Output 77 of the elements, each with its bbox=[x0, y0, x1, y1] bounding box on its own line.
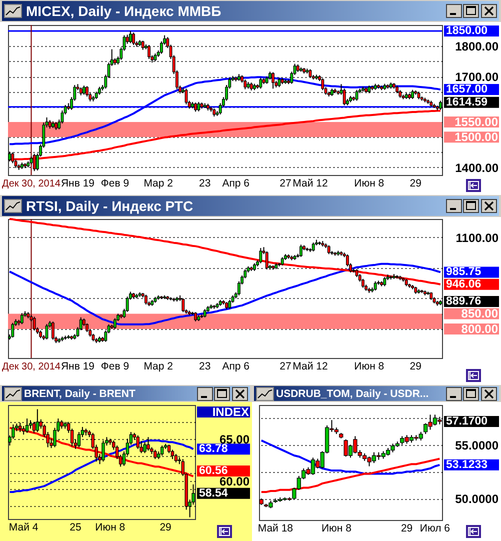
candlestick bbox=[259, 77, 262, 90]
x-tick-label: 23 bbox=[199, 178, 211, 190]
y-tick-label: 800.00 bbox=[461, 322, 498, 336]
candlestick bbox=[299, 244, 302, 258]
text: 58.54 bbox=[199, 487, 228, 500]
candlestick bbox=[148, 44, 151, 60]
data-label: 1657.00 bbox=[446, 84, 488, 96]
x-tick-label: Июл 6 bbox=[420, 522, 450, 534]
x-tick-label: Июн 8 bbox=[321, 522, 352, 534]
text: 889.76 bbox=[446, 296, 482, 308]
x-tick-label: Июн 8 bbox=[354, 178, 384, 190]
line-series bbox=[8, 218, 442, 286]
y-tick-label: 1800.00 bbox=[455, 40, 499, 54]
x-tick-label: 27 bbox=[280, 360, 292, 372]
x-tick-label: Дек 30, 2014 bbox=[2, 178, 61, 190]
x-tick-label: Май 12 bbox=[292, 178, 328, 190]
candlestick bbox=[25, 418, 29, 434]
data-label: 63.78 bbox=[199, 443, 228, 456]
y-tick-label: 55.0000 bbox=[455, 438, 499, 452]
candlestick bbox=[144, 294, 148, 306]
candlestick bbox=[259, 248, 262, 264]
data-label: 985.75 bbox=[446, 266, 482, 278]
candlestick bbox=[383, 276, 386, 287]
x-tick-label: Май 4 bbox=[8, 522, 38, 534]
x-tick-label: Фев 9 bbox=[100, 178, 130, 190]
data-label: 946.06 bbox=[446, 278, 482, 290]
line-series bbox=[260, 439, 441, 475]
candlestick bbox=[20, 312, 24, 325]
x-tick-label: Мар 2 bbox=[144, 178, 174, 190]
candlestick bbox=[194, 312, 198, 322]
chart-title: MICEX, Daily - Индекс ММВБ bbox=[26, 3, 222, 19]
y-tick-label: 1100.00 bbox=[456, 230, 499, 245]
x-tick-label: 29 bbox=[400, 522, 413, 534]
x-tick-label: Апр 6 bbox=[222, 360, 250, 372]
chart-title: USDRUB_TOM, Daily - USDR... bbox=[276, 388, 429, 400]
x-tick-label: Апр 6 bbox=[222, 178, 250, 190]
data-label: 53.1233 bbox=[446, 458, 488, 471]
candlestick bbox=[272, 72, 275, 90]
y-tick-label: 1700.00 bbox=[455, 70, 499, 84]
x-tick-label: 29 bbox=[410, 360, 422, 372]
candlestick bbox=[374, 280, 377, 291]
x-tick-label: Янв 19 bbox=[60, 178, 95, 190]
x-tick-label: Янв 19 bbox=[60, 360, 95, 372]
y-tick-label: 50.0000 bbox=[455, 492, 499, 506]
line-series bbox=[8, 262, 442, 326]
text: INDEX bbox=[212, 405, 249, 419]
x-tick-label: 23 bbox=[199, 360, 211, 372]
text: 57.1700 bbox=[446, 415, 488, 428]
y-tick-label: 1500.00 bbox=[454, 130, 498, 144]
x-tick-label: Май 12 bbox=[292, 360, 328, 372]
x-tick-label: Май 18 bbox=[258, 522, 294, 534]
y-tick-label: 60.00 bbox=[219, 474, 250, 488]
x-tick-label: 25 bbox=[70, 522, 82, 534]
x-tick-label: Июн 8 bbox=[95, 522, 126, 534]
data-label: 60.56 bbox=[199, 465, 228, 477]
candlestick bbox=[154, 449, 157, 460]
x-tick-label: Июн 8 bbox=[354, 360, 384, 372]
candlestick bbox=[82, 85, 86, 96]
candlestick bbox=[197, 101, 200, 112]
ref-line-label: 1850.00 bbox=[446, 25, 488, 38]
x-tick-label: Дек 30, 2014 bbox=[2, 362, 61, 372]
x-tick-label: Фев 9 bbox=[100, 360, 130, 372]
candlestick bbox=[141, 40, 144, 50]
line-series bbox=[8, 439, 194, 493]
x-tick-label: 29 bbox=[160, 522, 172, 534]
text: 1614.59 bbox=[446, 96, 488, 108]
y-tick-label: 1400.00 bbox=[455, 160, 499, 175]
x-tick-label: 27 bbox=[280, 178, 292, 190]
chart-title: BRENT, Daily - BRENT bbox=[24, 388, 136, 400]
chart-title: RTSI, Daily - Индекс РТС bbox=[26, 198, 194, 214]
candlestick bbox=[244, 79, 247, 90]
y-tick-label: 850.00 bbox=[461, 306, 498, 321]
x-tick-label: Мар 2 bbox=[144, 360, 174, 372]
y-tick-label: 1550.00 bbox=[454, 114, 498, 129]
x-tick-label: 29 bbox=[410, 178, 422, 190]
line-series bbox=[260, 458, 441, 494]
candlestick bbox=[128, 30, 132, 44]
